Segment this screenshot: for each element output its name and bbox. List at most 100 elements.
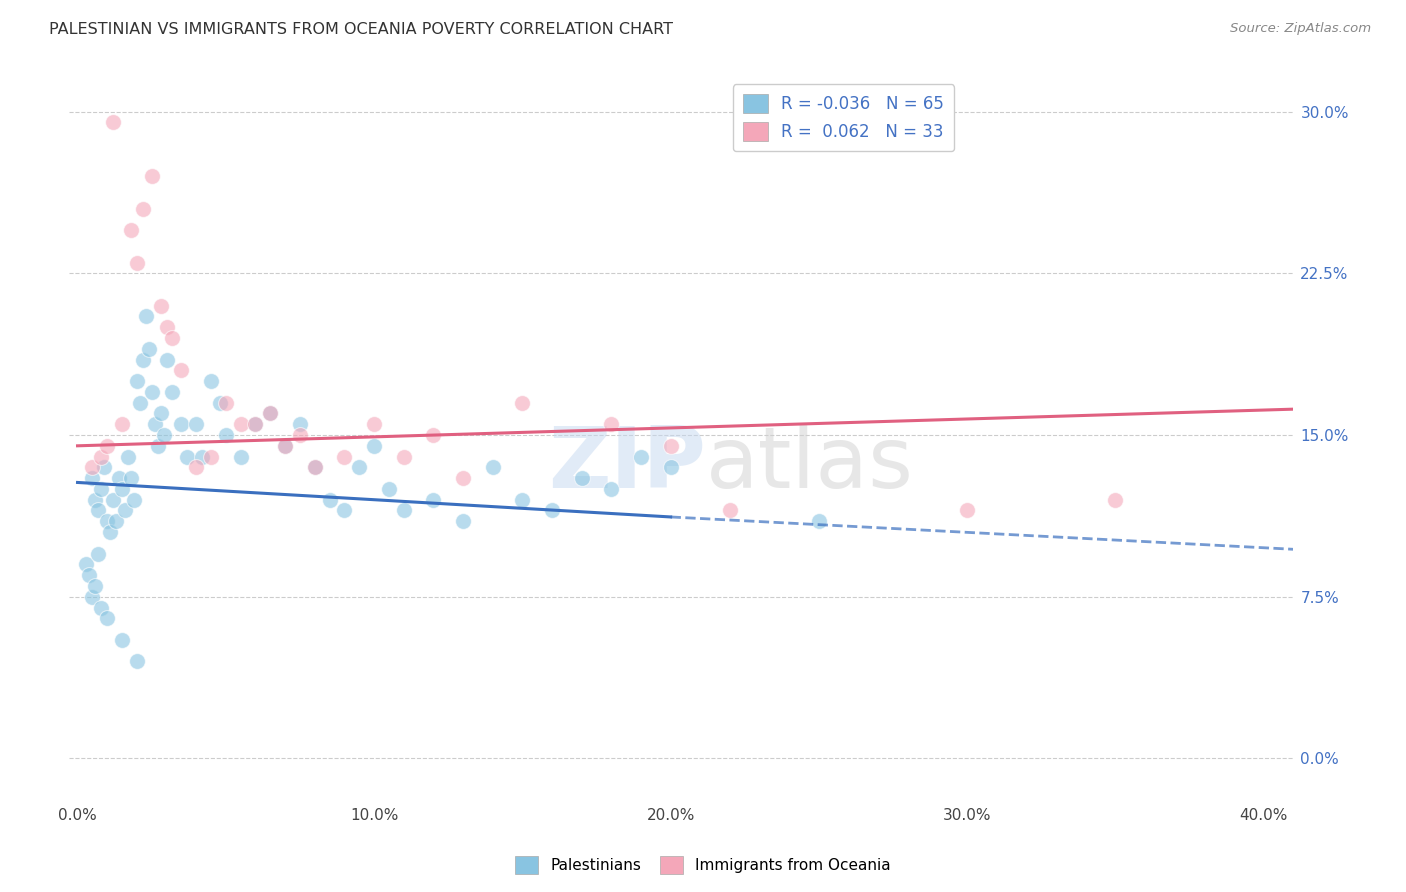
Point [630, 450, 652, 464]
Point [186, 417, 208, 432]
Point [105, 514, 128, 528]
Point [288, 417, 311, 432]
Point [111, 417, 134, 432]
Point [208, 395, 231, 409]
Point [149, 407, 172, 421]
Point [229, 450, 252, 464]
Point [392, 503, 415, 517]
Point [96, 611, 118, 625]
Point [138, 342, 160, 356]
Legend: Palestinians, Immigrants from Oceania: Palestinians, Immigrants from Oceania [509, 850, 897, 880]
Text: PALESTINIAN VS IMMIGRANTS FROM OCEANIA POVERTY CORRELATION CHART: PALESTINIAN VS IMMIGRANTS FROM OCEANIA P… [49, 22, 673, 37]
Point [274, 439, 297, 453]
Point [155, 352, 177, 367]
Point [422, 428, 444, 442]
Point [143, 417, 166, 432]
Point [132, 352, 155, 367]
Point [451, 514, 474, 528]
Point [111, 632, 134, 647]
Point [600, 482, 623, 496]
Point [96, 439, 118, 453]
Point [481, 460, 503, 475]
Point [117, 450, 139, 464]
Point [141, 384, 163, 399]
Point [90, 482, 112, 496]
Point [114, 503, 136, 517]
Point [541, 503, 564, 517]
Point [146, 439, 169, 453]
Point [378, 482, 401, 496]
Point [170, 363, 193, 377]
Point [90, 600, 112, 615]
Point [120, 471, 142, 485]
Point [451, 471, 474, 485]
Point [304, 460, 326, 475]
Point [125, 255, 148, 269]
Point [141, 169, 163, 184]
Point [363, 439, 385, 453]
Point [125, 654, 148, 668]
Point [600, 417, 623, 432]
Point [132, 202, 155, 216]
Point [79, 568, 101, 582]
Point [512, 492, 534, 507]
Point [90, 450, 112, 464]
Point [162, 384, 184, 399]
Legend: R = -0.036   N = 65, R =  0.062   N = 33: R = -0.036 N = 65, R = 0.062 N = 33 [733, 84, 955, 151]
Point [333, 450, 356, 464]
Point [82, 460, 104, 475]
Text: ZIP: ZIP [548, 423, 706, 506]
Point [75, 558, 97, 572]
Point [807, 514, 830, 528]
Point [93, 460, 115, 475]
Point [956, 503, 979, 517]
Point [87, 547, 110, 561]
Point [98, 524, 121, 539]
Point [718, 503, 741, 517]
Point [392, 450, 415, 464]
Point [82, 471, 104, 485]
Point [128, 395, 150, 409]
Point [186, 460, 208, 475]
Point [318, 492, 340, 507]
Point [176, 450, 198, 464]
Point [659, 460, 682, 475]
Point [108, 471, 131, 485]
Point [422, 492, 444, 507]
Point [101, 492, 124, 507]
Point [512, 395, 534, 409]
Point [162, 331, 184, 345]
Point [200, 374, 222, 388]
Point [84, 579, 107, 593]
Point [101, 115, 124, 129]
Point [571, 471, 593, 485]
Point [149, 299, 172, 313]
Point [122, 492, 145, 507]
Point [84, 492, 107, 507]
Point [333, 503, 356, 517]
Point [170, 417, 193, 432]
Text: Source: ZipAtlas.com: Source: ZipAtlas.com [1230, 22, 1371, 36]
Point [363, 417, 385, 432]
Point [135, 310, 157, 324]
Point [191, 450, 214, 464]
Point [215, 395, 238, 409]
Point [82, 590, 104, 604]
Point [259, 407, 281, 421]
Point [259, 407, 281, 421]
Point [215, 428, 238, 442]
Point [229, 417, 252, 432]
Point [274, 439, 297, 453]
Point [200, 450, 222, 464]
Point [111, 482, 134, 496]
Point [125, 374, 148, 388]
Point [120, 223, 142, 237]
Point [288, 428, 311, 442]
Point [304, 460, 326, 475]
Point [152, 428, 174, 442]
Point [349, 460, 371, 475]
Point [659, 439, 682, 453]
Point [245, 417, 267, 432]
Point [1104, 492, 1126, 507]
Point [96, 514, 118, 528]
